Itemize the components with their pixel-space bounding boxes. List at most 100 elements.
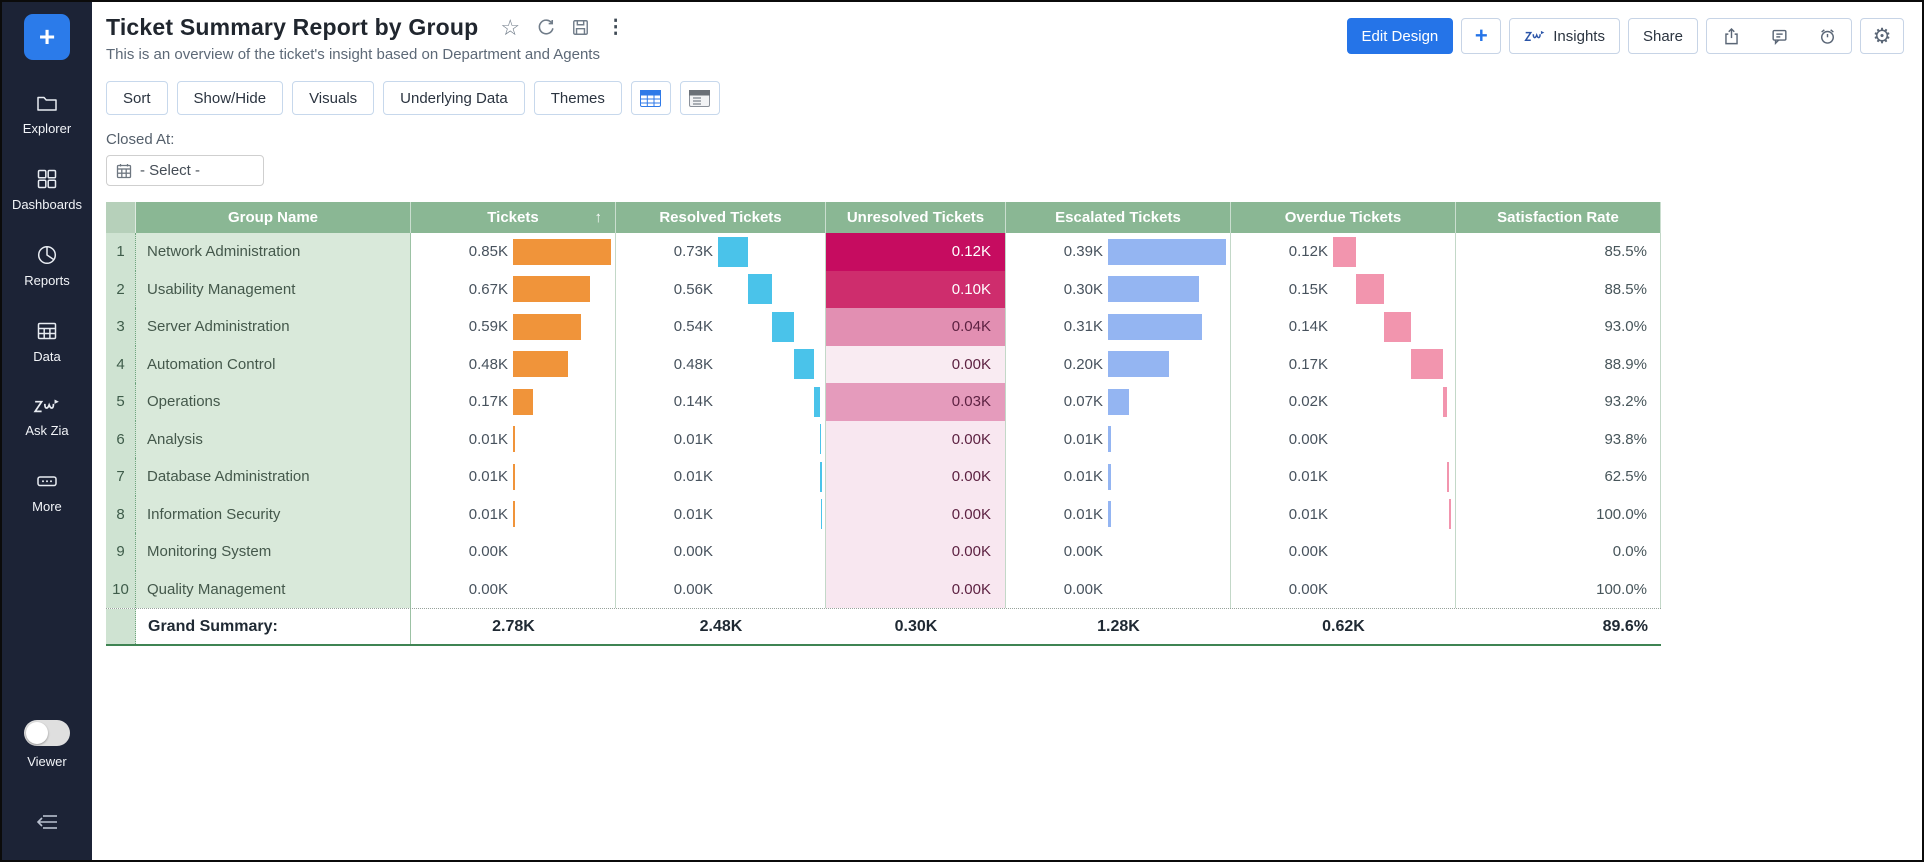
- tickets-cell-value: 0.17K: [411, 393, 513, 410]
- escalated-cell: 0.00K: [1006, 533, 1231, 571]
- unresolved-heat-cell: 0.00K: [826, 421, 1006, 459]
- resolved-cell-value: 0.73K: [616, 243, 718, 260]
- unresolved-heat-cell: 0.00K: [826, 458, 1006, 496]
- overdue-cell-bar: [1384, 312, 1411, 342]
- tickets-cell: 0.67K: [411, 271, 616, 309]
- table-row[interactable]: 7Database Administration0.01K0.01K0.00K0…: [106, 458, 1661, 496]
- overdue-cell-value: 0.01K: [1231, 506, 1333, 523]
- sidebar-item-data[interactable]: Data: [12, 319, 82, 364]
- closed-at-select[interactable]: - Select -: [106, 155, 264, 186]
- overdue-cell: 0.01K: [1231, 458, 1456, 496]
- sidebar-item-label: Data: [33, 349, 60, 364]
- resolved-cell-bar: [718, 237, 748, 267]
- more-options-kebab-icon[interactable]: ⋮: [606, 16, 625, 39]
- escalated-cell: 0.30K: [1006, 271, 1231, 309]
- resolved-cell: 0.00K: [616, 533, 826, 571]
- more-icon: [33, 469, 61, 493]
- add-button[interactable]: +: [1461, 18, 1501, 54]
- overdue-cell-value: 0.00K: [1231, 581, 1333, 598]
- summary-row-strip: [106, 609, 136, 644]
- tickets-cell-bar: [513, 464, 515, 490]
- share-button[interactable]: Share: [1628, 18, 1698, 54]
- table-row[interactable]: 9Monitoring System0.00K0.00K0.00K0.00K0.…: [106, 533, 1661, 571]
- show-hide-button[interactable]: Show/Hide: [177, 81, 284, 115]
- overdue-cell-value: 0.12K: [1231, 243, 1333, 260]
- column-header-unresolved-tickets[interactable]: Unresolved Tickets: [826, 202, 1006, 233]
- column-header-satisfaction-rate[interactable]: Satisfaction Rate: [1456, 202, 1661, 233]
- tickets-cell-bar: [513, 351, 568, 377]
- resolved-cell-bar: [772, 312, 794, 342]
- table-row[interactable]: 8Information Security0.01K0.01K0.00K0.01…: [106, 496, 1661, 534]
- resolved-cell: 0.01K: [616, 496, 826, 534]
- table-row[interactable]: 5Operations0.17K0.14K0.03K0.07K0.02K93.2…: [106, 383, 1661, 421]
- save-icon[interactable]: [571, 18, 590, 37]
- comments-icon[interactable]: [1755, 19, 1803, 53]
- underlying-data-button[interactable]: Underlying Data: [383, 81, 525, 115]
- table-row[interactable]: 4Automation Control0.48K0.48K0.00K0.20K0…: [106, 346, 1661, 384]
- sidebar-item-ask-zia[interactable]: Ask Zia: [12, 395, 82, 438]
- escalated-cell: 0.01K: [1006, 421, 1231, 459]
- overdue-cell-bar: [1447, 462, 1449, 492]
- column-header-escalated-tickets[interactable]: Escalated Tickets: [1006, 202, 1231, 233]
- group-name-cell: Operations: [136, 383, 411, 421]
- sidebar-item-reports[interactable]: Reports: [12, 243, 82, 288]
- group-name-cell: Automation Control: [136, 346, 411, 384]
- tickets-cell-value: 0.67K: [411, 281, 513, 298]
- sidebar-item-explorer[interactable]: Explorer: [12, 91, 82, 136]
- column-header-overdue-tickets[interactable]: Overdue Tickets: [1231, 202, 1456, 233]
- tickets-cell: 0.17K: [411, 383, 616, 421]
- alerts-clock-icon[interactable]: [1803, 19, 1851, 53]
- resolved-cell-value: 0.00K: [616, 581, 718, 598]
- create-new-button[interactable]: +: [24, 14, 70, 60]
- table-row[interactable]: 2Usability Management0.67K0.56K0.10K0.30…: [106, 271, 1661, 309]
- escalated-cell-value: 0.07K: [1006, 393, 1108, 410]
- edit-design-button[interactable]: Edit Design: [1347, 18, 1454, 54]
- overdue-cell-value: 0.00K: [1231, 543, 1333, 560]
- sidebar-item-dashboards[interactable]: Dashboards: [12, 167, 82, 212]
- resolved-cell: 0.01K: [616, 421, 826, 459]
- overdue-cell: 0.00K: [1231, 421, 1456, 459]
- satisfaction-cell: 85.5%: [1456, 233, 1661, 271]
- themes-button[interactable]: Themes: [534, 81, 622, 115]
- table-row[interactable]: 10Quality Management0.00K0.00K0.00K0.00K…: [106, 571, 1661, 609]
- export-icon[interactable]: [1707, 19, 1755, 53]
- resolved-cell: 0.73K: [616, 233, 826, 271]
- group-name-cell: Usability Management: [136, 271, 411, 309]
- tickets-cell: 0.01K: [411, 421, 616, 459]
- table-row[interactable]: 6Analysis0.01K0.01K0.00K0.01K0.00K93.8%: [106, 421, 1661, 459]
- sidebar-item-label: Explorer: [23, 121, 71, 136]
- visuals-button[interactable]: Visuals: [292, 81, 374, 115]
- table-row[interactable]: 3Server Administration0.59K0.54K0.04K0.3…: [106, 308, 1661, 346]
- tickets-cell: 0.01K: [411, 496, 616, 534]
- zia-insights-button[interactable]: Insights: [1509, 18, 1620, 54]
- favorite-star-icon[interactable]: ☆: [500, 17, 520, 39]
- escalated-cell-value: 0.01K: [1006, 468, 1108, 485]
- escalated-cell-bar: [1108, 239, 1226, 265]
- resolved-cell: 0.48K: [616, 346, 826, 384]
- table-view-active-icon[interactable]: [631, 81, 671, 115]
- sidebar-item-more[interactable]: More: [12, 469, 82, 514]
- overdue-cell: 0.01K: [1231, 496, 1456, 534]
- column-header-group-name[interactable]: Group Name: [136, 202, 411, 233]
- escalated-cell-value: 0.30K: [1006, 281, 1108, 298]
- row-number: 8: [106, 496, 136, 534]
- group-name-cell: Server Administration: [136, 308, 411, 346]
- table-row[interactable]: 1Network Administration0.85K0.73K0.12K0.…: [106, 233, 1661, 271]
- tickets-cell: 0.00K: [411, 571, 616, 609]
- viewer-label: Viewer: [27, 754, 67, 769]
- resolved-cell-bar: [820, 424, 822, 454]
- collapse-sidebar-icon[interactable]: [34, 811, 60, 838]
- column-header-tickets[interactable]: Tickets↑: [411, 202, 616, 233]
- tickets-cell-bar: [513, 239, 611, 265]
- summary-view-icon[interactable]: [680, 81, 720, 115]
- summary-unresolved: 0.30K: [826, 609, 1006, 644]
- viewer-mode-toggle[interactable]: [24, 720, 70, 746]
- settings-gear-icon[interactable]: ⚙: [1860, 18, 1904, 54]
- sort-button[interactable]: Sort: [106, 81, 168, 115]
- tickets-cell: 0.59K: [411, 308, 616, 346]
- overdue-cell-value: 0.14K: [1231, 318, 1333, 335]
- tickets-cell: 0.01K: [411, 458, 616, 496]
- overdue-cell-value: 0.02K: [1231, 393, 1333, 410]
- refresh-icon[interactable]: [536, 18, 555, 37]
- column-header-resolved-tickets[interactable]: Resolved Tickets: [616, 202, 826, 233]
